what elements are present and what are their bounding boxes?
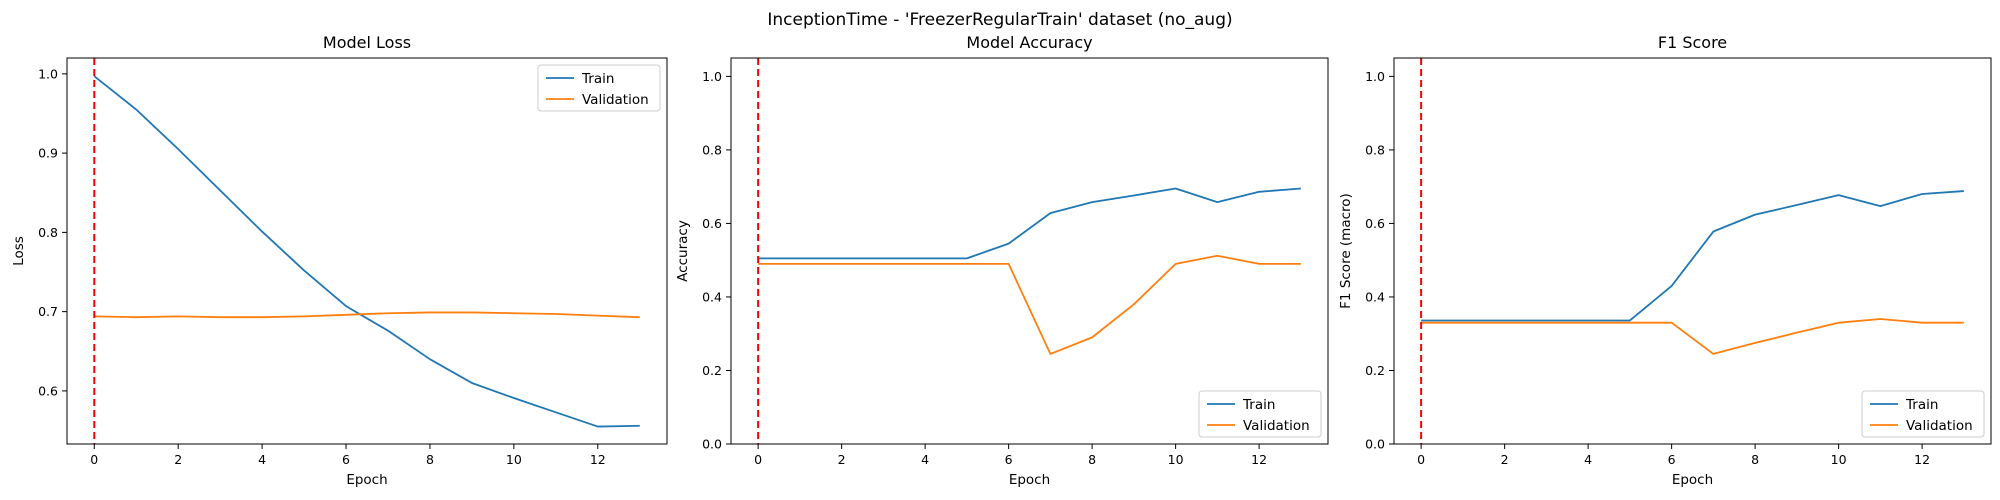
x-tick-label: 0 (1417, 452, 1425, 467)
x-tick-label: 12 (590, 452, 606, 467)
y-tick-label: 1.0 (702, 69, 722, 84)
x-tick-label: 2 (1501, 452, 1509, 467)
y-tick-label: 0.6 (702, 216, 722, 231)
y-axis-label: F1 Score (macro) (1338, 193, 1354, 309)
series-line-train (1421, 190, 1964, 322)
x-tick-label: 4 (1584, 452, 1592, 467)
series-line-validation (94, 311, 640, 319)
x-tick-label: 12 (1914, 452, 1930, 467)
x-tick-label: 4 (258, 452, 266, 467)
figure-title: InceptionTime - 'FreezerRegularTrain' da… (767, 10, 1232, 30)
legend-label: Validation (1243, 418, 1310, 434)
accuracy-panel: Model Accuracy 0 2 4 6 8 10 12 0.0 0.2 0.4 0.6 0.8 1.… (675, 33, 1329, 488)
y-tick-label: 0.8 (38, 225, 58, 240)
x-tick-label: 6 (1005, 452, 1013, 467)
y-axis-label: Accuracy (675, 220, 691, 282)
x-tick-label: 2 (174, 452, 182, 467)
y-tick-label: 0.0 (1365, 437, 1385, 452)
y-tick-label: 0.2 (1365, 363, 1385, 378)
legend-label: Validation (582, 92, 649, 108)
x-tick-label: 8 (1751, 452, 1759, 467)
y-tick-label: 0.4 (702, 289, 722, 304)
panel-title: Model Loss (323, 33, 411, 52)
series-line-train (758, 187, 1301, 260)
y-tick-label: 0.0 (702, 437, 722, 452)
axes-frame (66, 57, 668, 445)
x-tick-label: 10 (1831, 452, 1847, 467)
legend: Train Validation (1861, 390, 1985, 438)
x-tick-label: 10 (1168, 452, 1184, 467)
x-tick-label: 10 (506, 452, 522, 467)
axes-frame (730, 57, 1329, 445)
legend-label: Train (1905, 397, 1938, 413)
y-tick-label: 0.9 (38, 146, 58, 161)
y-tick-label: 0.7 (38, 304, 58, 319)
axes-frame (1393, 57, 1992, 445)
x-axis-label: Epoch (1009, 472, 1050, 488)
y-tick-label: 0.2 (702, 363, 722, 378)
legend-label: Train (1242, 397, 1275, 413)
series-line-train (93, 75, 640, 428)
y-tick-label: 0.8 (1365, 142, 1385, 157)
y-tick-label: 0.6 (38, 383, 58, 398)
x-tick-label: 4 (921, 452, 929, 467)
y-axis-label: Loss (11, 236, 27, 266)
x-tick-label: 12 (1251, 452, 1267, 467)
y-tick-label: 0.4 (1365, 289, 1385, 304)
series-line-validation (1421, 318, 1964, 355)
x-axis-label: Epoch (1672, 472, 1713, 488)
legend-label: Train (581, 71, 614, 87)
legend: Train Validation (1198, 390, 1322, 438)
x-tick-label: 8 (1088, 452, 1096, 467)
y-tick-label: 1.0 (1365, 69, 1385, 84)
x-tick-label: 0 (90, 452, 98, 467)
f1-panel: F1 Score 0 2 4 6 8 10 12 0.0 0.2 0.4 0.6 0.8 1.0 Epoch… (1338, 33, 1992, 488)
x-tick-label: 2 (838, 452, 846, 467)
y-tick-label: 0.8 (702, 142, 722, 157)
panel-title: F1 Score (1658, 33, 1727, 52)
legend: Train Validation (537, 64, 661, 112)
x-tick-label: 6 (342, 452, 350, 467)
x-tick-label: 6 (1668, 452, 1676, 467)
x-tick-label: 8 (426, 452, 434, 467)
y-tick-label: 1.0 (38, 66, 58, 81)
legend-label: Validation (1906, 418, 1973, 434)
y-tick-label: 0.6 (1365, 216, 1385, 231)
x-tick-label: 0 (754, 452, 762, 467)
loss-panel: Model Loss 0 2 4 6 8 10 12 0.6 0.7 0.8 0.9 1.0 Epoch L… (11, 33, 668, 488)
panel-title: Model Accuracy (966, 33, 1092, 52)
x-axis-label: Epoch (346, 472, 387, 488)
series-line-validation (758, 254, 1301, 355)
